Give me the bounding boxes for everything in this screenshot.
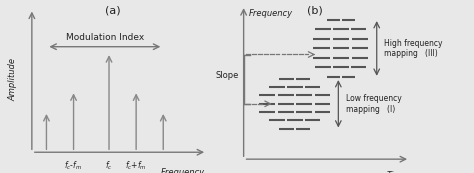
Text: $f_c$+$f_m$: $f_c$+$f_m$: [125, 159, 147, 172]
Text: (a): (a): [105, 5, 121, 15]
Text: Low frequency
mapping   (I): Low frequency mapping (I): [346, 94, 402, 113]
Text: Frequency: Frequency: [249, 9, 293, 18]
Text: Modulation Index: Modulation Index: [66, 33, 144, 42]
Text: Slope: Slope: [215, 71, 238, 80]
Text: $f_c$: $f_c$: [105, 159, 113, 172]
Text: Time: Time: [387, 171, 408, 173]
Text: Amplitude: Amplitude: [9, 58, 18, 101]
Text: High frequency
mapping   (III): High frequency mapping (III): [384, 39, 443, 58]
Text: $f_c$-$f_m$: $f_c$-$f_m$: [64, 159, 82, 172]
Text: (b): (b): [308, 5, 323, 15]
Text: Frequency: Frequency: [161, 168, 205, 173]
